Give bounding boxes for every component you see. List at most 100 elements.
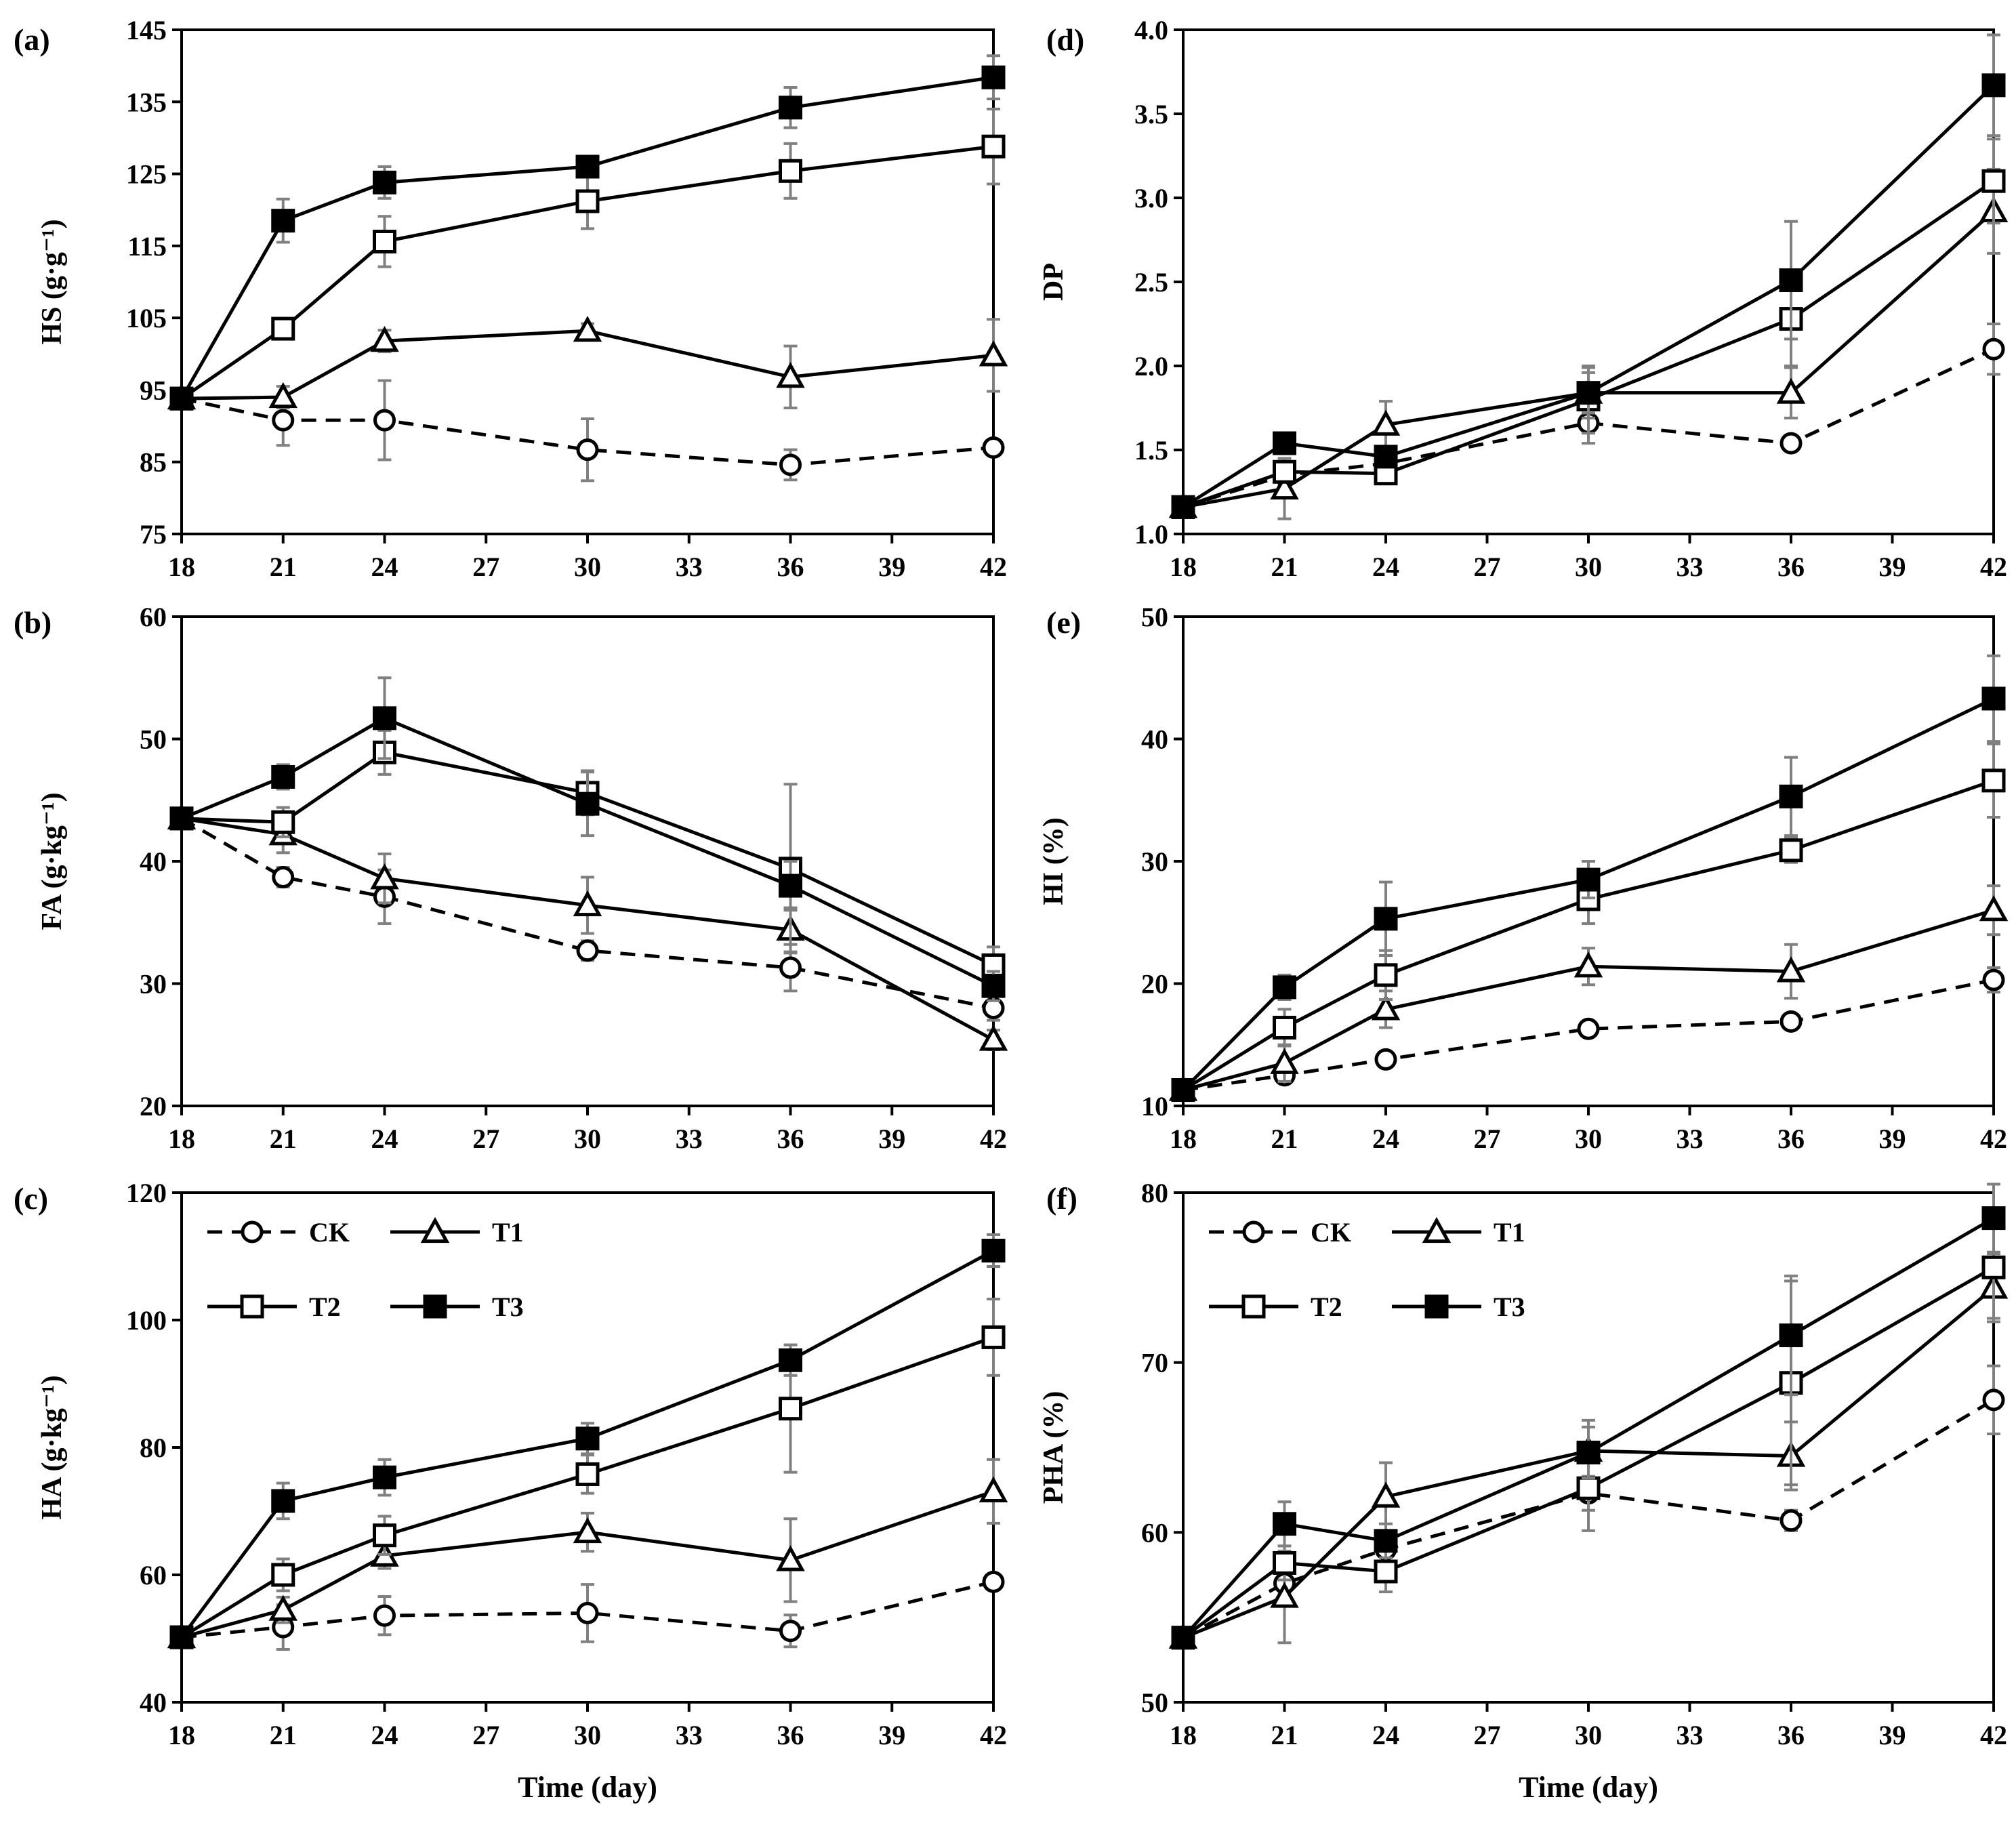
y-tick-label: 30	[140, 969, 167, 1000]
data-point	[779, 1620, 802, 1643]
series-t2	[169, 107, 1006, 411]
panel-label: (e)	[1046, 605, 1081, 640]
data-point	[1981, 1255, 2006, 1279]
x-tick-label: 36	[1777, 552, 1805, 582]
data-point	[573, 316, 602, 342]
series-line	[180, 817, 994, 1010]
legend-label-t3: T3	[1494, 1292, 1525, 1322]
x-tick-label: 36	[1777, 1124, 1805, 1154]
data-point	[373, 706, 396, 731]
y-tick-label: 80	[140, 1433, 167, 1463]
y-tick-label: 75	[140, 519, 167, 550]
x-tick-label: 33	[676, 1124, 703, 1154]
data-point	[1270, 473, 1299, 500]
series-line	[180, 1249, 995, 1639]
data-point	[1981, 768, 2006, 793]
x-tick-label: 24	[371, 552, 398, 582]
data-point	[1576, 381, 1601, 405]
data-point	[1776, 956, 1806, 983]
data-point	[271, 209, 295, 233]
legend-marker	[240, 1294, 264, 1319]
data-point	[1780, 1509, 1803, 1532]
data-point	[1374, 1529, 1398, 1553]
y-tick-label: 135	[126, 87, 167, 117]
data-point	[1780, 432, 1803, 455]
data-point	[573, 890, 602, 917]
data-point	[1374, 445, 1398, 469]
panel-label: (a)	[14, 22, 50, 57]
x-tick-label: 24	[371, 1124, 398, 1154]
data-point	[1270, 1048, 1299, 1074]
data-point	[1776, 377, 1806, 404]
y-tick-label: 40	[1141, 724, 1168, 755]
data-point	[169, 386, 194, 411]
x-tick-label: 39	[878, 1720, 905, 1750]
data-point	[1371, 409, 1401, 436]
series-line	[181, 396, 994, 467]
series-line	[1182, 1266, 1995, 1639]
data-point	[979, 1025, 1008, 1051]
series-t3	[1171, 654, 2006, 1103]
series-line	[1182, 978, 1994, 1092]
legend-marker	[423, 1294, 447, 1319]
data-point	[1982, 1388, 2005, 1412]
x-tick-label: 39	[878, 552, 905, 582]
y-tick-label: 120	[126, 1178, 167, 1208]
x-tick-label: 27	[472, 552, 499, 582]
data-point	[373, 409, 396, 432]
data-point	[779, 96, 802, 120]
legend-label-t2: T2	[309, 1292, 341, 1322]
chart-panel-f: 50 60 70 80 18 21 24 27 30 33 36 39 42 PHA (%) Time (d…	[1038, 1178, 2009, 1804]
x-tick-label: 39	[1879, 1720, 1906, 1750]
data-point	[1780, 1010, 1803, 1033]
x-tick-label: 42	[980, 1124, 1007, 1154]
x-tick-label: 18	[168, 552, 195, 582]
data-point	[1779, 268, 1803, 293]
x-axis-title: Time (day)	[518, 1771, 657, 1804]
chart-panel-e: 10 20 30 40 50 18 21 24 27 30 33 36 39 42 HI (%) (e)	[1038, 602, 2009, 1154]
x-tick-label: 42	[980, 1720, 1007, 1750]
data-point	[1374, 1048, 1397, 1071]
y-tick-label: 20	[1141, 969, 1168, 1000]
panel-label: (d)	[1046, 22, 1084, 57]
series-line	[1182, 1216, 1995, 1639]
y-tick-label: 3.5	[1134, 99, 1168, 129]
data-point	[1979, 895, 2009, 922]
series-line	[180, 144, 994, 400]
data-point	[373, 229, 396, 253]
data-point	[776, 362, 805, 388]
data-point	[575, 189, 600, 213]
data-point	[981, 1325, 1006, 1349]
series-t3	[169, 676, 1006, 1002]
data-point	[1273, 431, 1296, 455]
data-point	[982, 436, 1005, 459]
series-t3	[1171, 33, 2006, 519]
y-tick-label: 20	[140, 1091, 167, 1122]
x-tick-label: 21	[1271, 1124, 1298, 1154]
y-tick-label: 115	[127, 231, 167, 262]
legend-marker	[241, 1220, 264, 1243]
data-point	[576, 939, 599, 962]
data-point	[575, 791, 600, 816]
x-tick-label: 42	[980, 552, 1007, 582]
y-tick-label: 60	[140, 602, 167, 632]
data-point	[1981, 73, 2006, 98]
data-point	[271, 1489, 295, 1513]
series-line	[1182, 1398, 1995, 1639]
y-tick-label: 60	[1141, 1517, 1168, 1548]
data-point	[373, 1604, 396, 1627]
legend-label-ck: CK	[309, 1217, 350, 1248]
x-tick-label: 39	[1879, 1124, 1906, 1154]
data-point	[1981, 686, 2006, 711]
y-tick-label: 4.0	[1134, 15, 1168, 45]
data-point	[1171, 1078, 1195, 1103]
x-tick-label: 24	[1372, 1124, 1399, 1154]
data-point	[271, 764, 295, 789]
series-line	[181, 329, 994, 400]
x-tick-label: 33	[1676, 552, 1704, 582]
x-tick-label: 30	[574, 1720, 601, 1750]
data-point	[779, 956, 802, 979]
y-tick-label: 80	[1141, 1178, 1168, 1208]
series-ck	[170, 379, 1005, 482]
data-point	[981, 65, 1006, 89]
